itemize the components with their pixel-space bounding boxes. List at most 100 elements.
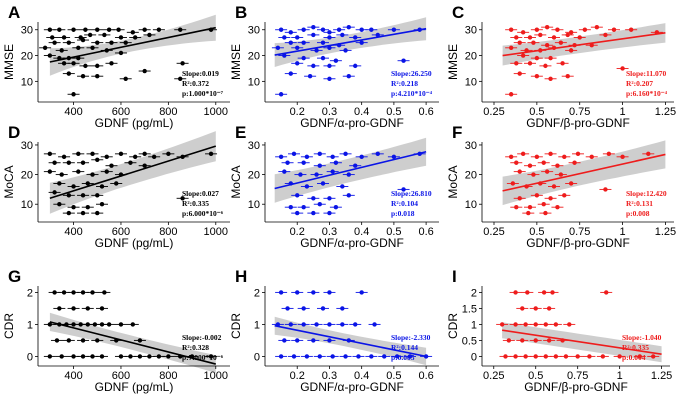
data-point bbox=[96, 306, 108, 311]
panel-label: I bbox=[452, 267, 457, 286]
data-point bbox=[513, 71, 526, 76]
point-marker bbox=[285, 306, 290, 311]
data-point bbox=[573, 35, 586, 40]
stat-annotation: p:0.018 bbox=[391, 209, 415, 218]
point-marker bbox=[83, 27, 88, 32]
data-point bbox=[77, 160, 90, 165]
y-axis-label: MoCA bbox=[229, 165, 243, 198]
point-marker bbox=[80, 193, 86, 198]
point-marker bbox=[560, 61, 565, 66]
data-point bbox=[297, 322, 310, 327]
point-marker bbox=[327, 322, 332, 327]
point-marker bbox=[359, 27, 364, 32]
data-point bbox=[517, 30, 530, 35]
data-point bbox=[510, 61, 523, 66]
point-marker bbox=[295, 210, 300, 216]
x-tick-label: 0.25 bbox=[483, 106, 504, 118]
point-marker bbox=[208, 354, 214, 359]
data-point bbox=[310, 172, 323, 177]
data-point bbox=[529, 322, 542, 327]
y-tick-label: 30 bbox=[248, 25, 260, 37]
point-marker bbox=[543, 63, 548, 69]
point-marker bbox=[106, 322, 112, 327]
point-marker bbox=[47, 27, 53, 32]
point-marker bbox=[330, 354, 335, 359]
point-marker bbox=[353, 163, 358, 168]
data-point bbox=[58, 154, 71, 160]
data-point bbox=[578, 27, 591, 32]
data-point bbox=[313, 151, 326, 157]
point-marker bbox=[523, 322, 528, 327]
data-point bbox=[91, 40, 104, 45]
y-tick-label: 20 bbox=[465, 51, 477, 63]
y-tick-label: 20 bbox=[248, 51, 260, 63]
point-marker bbox=[87, 32, 93, 38]
data-point bbox=[129, 154, 142, 160]
data-point bbox=[317, 55, 329, 61]
point-marker bbox=[589, 43, 594, 48]
point-marker bbox=[534, 55, 540, 61]
point-marker bbox=[71, 322, 76, 327]
data-point bbox=[505, 27, 518, 32]
point-marker bbox=[534, 27, 540, 32]
data-point bbox=[543, 338, 556, 343]
data-point bbox=[129, 35, 142, 40]
data-point bbox=[352, 354, 365, 359]
y-axis-label: CDR bbox=[446, 313, 460, 339]
data-point bbox=[148, 154, 161, 160]
data-point bbox=[524, 61, 536, 66]
data-point bbox=[55, 48, 68, 53]
data-point bbox=[625, 27, 638, 32]
data-point bbox=[278, 338, 291, 343]
data-point bbox=[349, 35, 362, 40]
point-marker bbox=[551, 184, 557, 189]
point-marker bbox=[327, 63, 332, 69]
point-marker bbox=[531, 40, 536, 45]
data-point bbox=[84, 32, 97, 38]
data-point bbox=[517, 53, 530, 58]
point-marker bbox=[99, 354, 105, 359]
y-axis-label: MoCA bbox=[446, 165, 460, 198]
point-marker bbox=[353, 322, 358, 327]
point-marker bbox=[320, 27, 326, 32]
point-marker bbox=[513, 354, 518, 359]
data-point bbox=[404, 354, 416, 359]
data-point bbox=[544, 151, 557, 157]
point-marker bbox=[47, 53, 53, 58]
point-marker bbox=[317, 163, 322, 168]
data-point bbox=[323, 290, 336, 295]
data-point bbox=[323, 338, 336, 343]
point-marker bbox=[330, 169, 335, 174]
regression-line bbox=[502, 153, 666, 192]
point-marker bbox=[76, 151, 81, 157]
data-point bbox=[62, 160, 75, 165]
point-marker bbox=[401, 187, 406, 192]
x-tick-label: 1 bbox=[620, 226, 626, 238]
point-marker bbox=[572, 160, 577, 165]
point-marker bbox=[520, 151, 526, 157]
data-point bbox=[275, 290, 288, 295]
data-point bbox=[565, 48, 578, 53]
point-marker bbox=[589, 154, 594, 160]
y-tick-label: 0 bbox=[471, 351, 477, 363]
point-marker bbox=[78, 322, 83, 327]
data-point bbox=[323, 63, 336, 69]
data-point bbox=[43, 53, 56, 58]
data-point bbox=[307, 63, 320, 69]
point-marker bbox=[382, 354, 387, 359]
point-marker bbox=[295, 193, 300, 198]
point-marker bbox=[503, 354, 508, 359]
point-marker bbox=[178, 27, 183, 32]
point-marker bbox=[611, 27, 617, 32]
point-marker bbox=[327, 196, 332, 201]
point-marker bbox=[567, 322, 572, 327]
data-point bbox=[599, 32, 612, 38]
data-point bbox=[326, 169, 339, 174]
point-marker bbox=[563, 354, 569, 359]
stat-annotation: p:6.160*10⁻⁴ bbox=[626, 89, 668, 98]
x-tick-label: 0.25 bbox=[483, 370, 504, 382]
point-marker bbox=[95, 157, 100, 162]
data-point bbox=[310, 48, 323, 53]
data-point bbox=[174, 76, 187, 81]
point-marker bbox=[320, 55, 326, 61]
